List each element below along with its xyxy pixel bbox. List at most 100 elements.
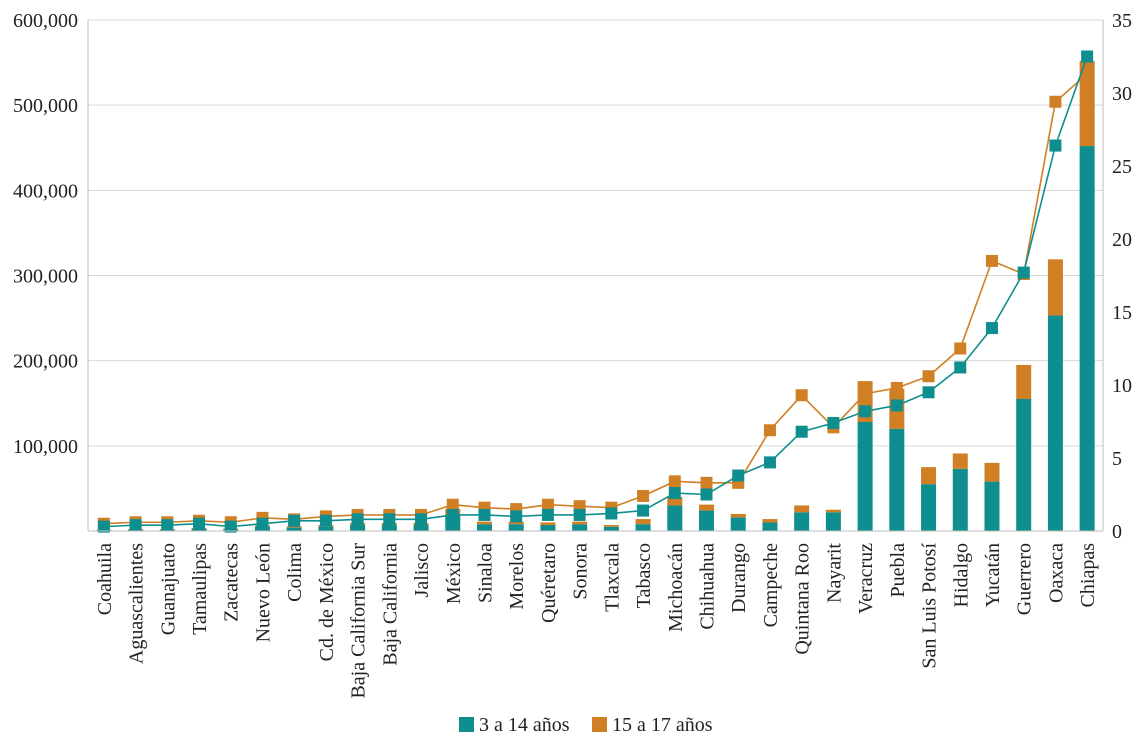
bar-15-17 [572,521,588,525]
bar-15-17 [508,521,524,525]
line-marker [827,416,840,429]
x-tick-label: México [443,543,465,604]
x-tick-label: Hidalgo [950,543,972,607]
line-marker [763,424,776,437]
x-tick-label: Jalisco [411,543,433,597]
bar-15-17 [540,522,556,526]
line-marker [700,476,713,489]
bar-3-14 [603,526,619,531]
x-tick-label: Campeche [760,543,782,628]
line-marker [605,507,618,520]
line-marker [351,513,364,526]
line-marker [510,503,523,516]
x-tick-label: Aguascalientes [126,543,148,664]
bar-3-14 [286,527,302,531]
bar-15-17 [699,504,715,511]
line-marker [954,342,967,355]
bar-15-17 [1047,259,1063,316]
bar-15-17 [476,521,492,525]
bar-15-17 [921,467,937,485]
line-marker [859,405,872,418]
line-marker [859,387,872,400]
line-marker [890,381,903,394]
trend-lines [97,50,1094,533]
bar-3-14 [635,524,651,531]
bar-3-14 [762,522,778,531]
line-marker [288,514,301,527]
y-right-tick-label: 15 [1112,302,1132,324]
line-marker [510,510,523,523]
line-marker [637,504,650,517]
line-marker [541,498,554,511]
bar-3-14 [667,505,683,531]
x-tick-label: Baja California [379,543,401,666]
line-marker [922,386,935,399]
y-right-tick-label: 25 [1112,156,1132,178]
bar-15-17 [762,519,778,523]
bar-3-14 [540,525,556,531]
bar-3-14 [1047,315,1063,531]
x-tick-label: Zacatecas [221,543,243,622]
y-left-tick-label: 400,000 [13,180,78,202]
y-right-tick-label: 5 [1112,448,1122,470]
bar-3-14 [889,428,905,531]
x-tick-label: Tabasco [633,543,655,608]
x-tick-label: Colima [284,543,306,602]
bar-3-14 [476,524,492,531]
bar-15-17 [667,496,683,506]
legend: 3 a 14 años 15 a 17 años [459,714,713,736]
legend-swatch-3-14 [459,717,474,732]
line-marker [193,517,206,530]
line-marker [954,361,967,374]
bar-3-14 [1016,398,1032,531]
x-tick-label: Durango [728,543,750,613]
x-tick-label: Guanajuato [157,543,179,635]
bar-3-14 [318,526,334,531]
line-marker [985,322,998,335]
line-marker [637,489,650,502]
line-marker [985,254,998,267]
line-marker [795,389,808,402]
x-tick-label: Chihuahua [697,543,719,630]
bar-3-14 [1079,146,1095,531]
line-marker [1081,50,1094,63]
bar-3-14 [350,525,366,531]
x-tick-label: Quintana Roo [792,543,814,655]
y-left-tick-label: 100,000 [13,436,78,458]
x-tick-label: Nayarit [823,543,845,603]
line-marker [129,519,142,532]
line-marker [383,513,396,526]
bar-3-14 [921,484,937,531]
y-right-tick-label: 0 [1112,521,1122,543]
bar-15-17 [1079,60,1095,147]
bar-3-14 [730,517,746,531]
x-tick-label: Oaxaca [1045,543,1067,603]
bars [96,60,1095,531]
x-tick-label: Chiapas [1077,543,1099,608]
line-marker [668,475,681,488]
line-marker [763,456,776,469]
bar-3-14 [572,524,588,531]
legend-label-3-14: 3 a 14 años [479,714,570,736]
line-marker [573,508,586,521]
bar-15-17 [1016,364,1032,399]
bar-3-14 [413,525,429,531]
bar-3-14 [191,528,207,531]
line-series [103,56,1088,528]
y-right-tick-label: 10 [1112,375,1132,397]
line-marker [256,517,269,530]
line-marker [668,487,681,500]
y-right-tick-label: 35 [1112,10,1132,32]
y-left-tick-label: 200,000 [13,351,78,373]
bar-15-17 [952,453,968,469]
bar-3-14 [794,512,810,531]
x-tick-label: Nuevo León [252,543,274,642]
x-tick-label: Puebla [887,543,909,598]
bar-3-14 [825,512,841,531]
x-tick-label: Sinaloa [474,543,496,603]
bar-3-14 [984,481,1000,531]
line-marker [224,520,237,533]
line-marker [1081,68,1094,81]
line-marker [97,520,110,533]
line-marker [446,498,459,511]
